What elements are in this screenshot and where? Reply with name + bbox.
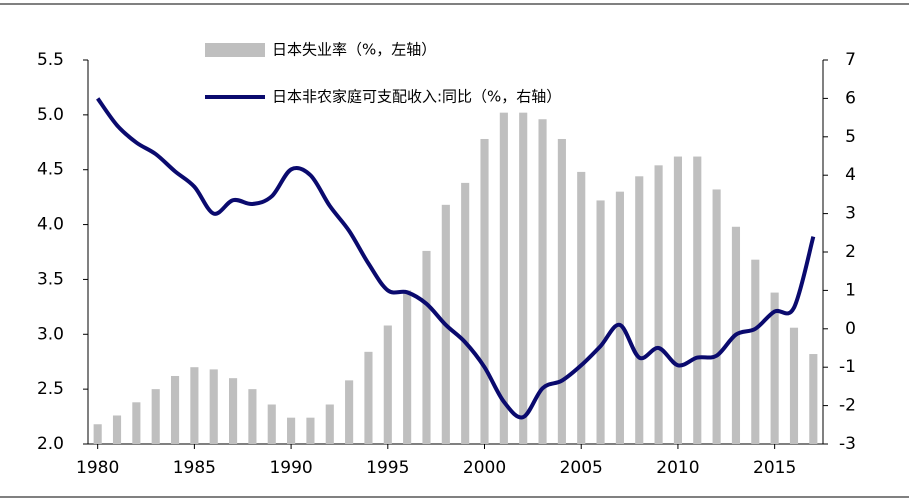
bar [751,259,760,444]
x-tick-label: 2015 [753,458,796,478]
bar [654,165,663,444]
bar [499,112,508,445]
bar [190,367,199,444]
bar [364,351,373,444]
y-tick-label: 5.0 [37,105,64,125]
bar [596,200,605,444]
bar [93,424,102,444]
bar [209,369,218,444]
x-tick-label: 2010 [656,458,699,478]
bar [480,138,489,444]
bar [325,404,334,444]
bar [112,415,122,444]
bar [461,182,470,444]
y-tick-label: 3.5 [37,269,64,289]
bar [789,327,799,444]
bar [519,112,528,445]
x-tick-label: 2000 [463,458,506,478]
y2-tick-label: 2 [845,242,856,262]
y-tick-label: 4.5 [37,160,64,180]
bar [170,375,180,444]
y-tick-label: 5.5 [37,50,64,70]
legend-swatch [205,43,265,57]
bar [809,354,818,444]
y2-tick-label: 7 [845,50,856,70]
bar [577,171,586,444]
bar [635,176,644,444]
y-tick-label: 4.0 [37,215,64,235]
bar [538,119,547,444]
x-tick-label: 1990 [269,458,312,478]
bar [383,325,392,444]
bar [306,417,315,444]
bar [248,389,257,444]
bar [422,250,431,444]
y2-tick-label: 4 [845,165,856,185]
y2-tick-label: -1 [839,357,856,377]
legend-label: 日本失业率（%，左轴） [272,41,436,59]
y2-tick-label: -2 [839,396,856,416]
bar [267,404,276,444]
bar [770,292,779,444]
bar [403,290,412,444]
bar [345,380,354,444]
y2-tick-label: 1 [845,280,856,300]
bar [151,389,160,444]
x-tick-label: 2005 [560,458,603,478]
legend-label: 日本非农家庭可支配收入:同比（%，右轴） [272,88,561,106]
bar [229,378,238,444]
line [96,97,816,420]
x-tick-label: 1980 [76,458,119,478]
bar [712,189,721,444]
y-tick-label: 2.5 [37,379,64,399]
bar [132,402,141,444]
y2-tick-label: -3 [839,434,856,454]
y2-tick-label: 3 [845,204,856,224]
bar [673,156,682,444]
y2-tick-label: 6 [845,88,856,108]
bar [693,156,702,444]
bar [557,138,566,444]
x-tick-label: 1995 [366,458,409,478]
bar [615,191,624,444]
y-tick-label: 2.0 [37,434,64,454]
y-tick-label: 3.0 [37,324,64,344]
x-tick-label: 1985 [173,458,216,478]
y2-tick-label: 5 [845,127,856,147]
bar [287,417,296,444]
y2-tick-label: 0 [845,319,856,339]
